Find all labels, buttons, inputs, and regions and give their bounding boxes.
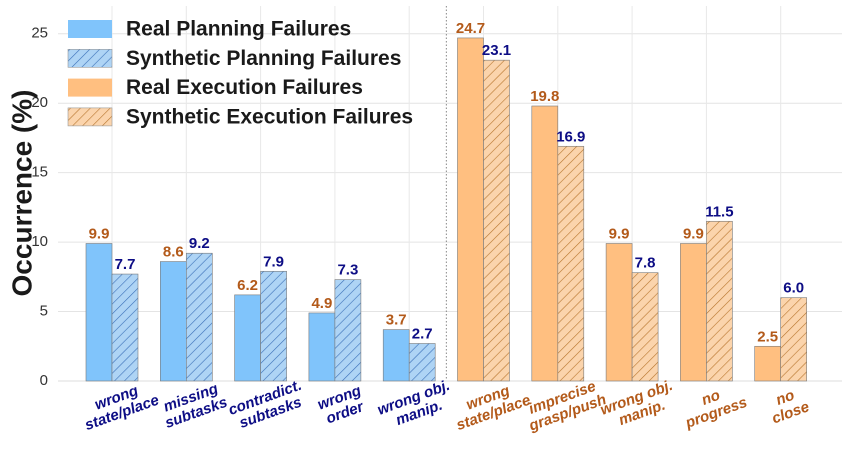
real-planning-bar — [85, 243, 113, 382]
y-tick-label: 10 — [31, 233, 48, 250]
category-label: wrongstate/place — [449, 377, 533, 435]
real-planning-bar — [234, 294, 261, 382]
category-label: wrongstate/place — [77, 377, 161, 435]
synthetic-value-label: 23.1 — [482, 42, 511, 59]
synthetic-value-label: 6.0 — [783, 280, 804, 297]
category-label: contradict.subtasks — [226, 377, 309, 434]
category-label: wrong obj.manip. — [375, 377, 458, 434]
category-label: imprecisegrasp/push — [520, 376, 608, 435]
synthetic-value-label: 7.3 — [337, 262, 358, 279]
real-planning-bar — [382, 329, 410, 382]
real-value-label: 19.8 — [530, 88, 559, 105]
y-tick-label: 0 — [40, 372, 48, 389]
synthetic-value-label: 16.9 — [556, 128, 585, 145]
real-value-label: 9.9 — [89, 226, 110, 243]
legend-label: Real Execution Failures — [126, 76, 363, 99]
real-execution-bar — [531, 105, 559, 382]
synthetic-execution-bar — [631, 272, 659, 382]
legend: Real Planning Failures Synthetic Planning… — [67, 18, 413, 128]
synthetic-execution-bar — [483, 59, 510, 382]
synthetic-execution-bar — [557, 145, 585, 382]
synthetic-planning-bar — [186, 252, 213, 382]
synthetic-value-label: 11.5 — [705, 203, 733, 220]
synthetic-planning-bar — [408, 343, 436, 382]
legend-label: Synthetic Execution Failures — [126, 105, 413, 128]
data-labels: 9.9 7.7 8.6 9.2 6.2 7.9 4.9 7.3 3.7 2.7 24.7 23.1 19… — [89, 20, 805, 345]
legend-swatch — [68, 20, 112, 38]
category-label: missingsubtasks — [157, 379, 229, 432]
real-value-label: 2.5 — [757, 328, 778, 345]
synthetic-value-label: 7.7 — [115, 256, 136, 273]
y-tick-label: 25 — [31, 25, 48, 42]
bars — [85, 37, 808, 382]
real-value-label: 24.7 — [456, 20, 485, 37]
synthetic-planning-bar — [111, 273, 139, 382]
synthetic-planning-bar — [334, 279, 362, 382]
synthetic-value-label: 7.9 — [263, 253, 284, 270]
synthetic-value-label: 9.2 — [189, 235, 210, 252]
category-labels: wrongstate/place missingsubtaskscontradic… — [77, 376, 812, 435]
real-value-label: 9.9 — [683, 226, 704, 243]
y-tick-label: 5 — [40, 303, 48, 320]
synthetic-value-label: 2.7 — [412, 326, 433, 343]
legend-label: Synthetic Planning Failures — [126, 47, 401, 70]
real-planning-bar — [160, 261, 187, 382]
legend-swatch — [68, 78, 112, 97]
real-value-label: 4.9 — [311, 295, 332, 312]
synthetic-execution-bar — [780, 297, 808, 382]
category-label: noclose — [764, 383, 811, 427]
category-label: noprogress — [677, 379, 750, 432]
category-label: wrong obj.manip. — [598, 377, 681, 434]
legend-swatch — [67, 107, 113, 127]
real-execution-bar — [680, 243, 707, 382]
real-value-label: 6.2 — [237, 277, 258, 294]
real-execution-bar — [457, 37, 484, 382]
category-label: wrongorder — [315, 382, 369, 428]
real-execution-bar — [754, 345, 782, 382]
real-value-label: 8.6 — [163, 244, 184, 261]
y-axis-label: Occurrence (%) — [6, 90, 37, 297]
synthetic-value-label: 7.8 — [635, 255, 656, 272]
synthetic-planning-bar — [260, 270, 287, 382]
real-value-label: 3.7 — [386, 312, 407, 329]
real-execution-bar — [605, 243, 633, 382]
y-tick-label: 15 — [31, 164, 48, 181]
legend-swatch — [67, 48, 113, 68]
synthetic-execution-bar — [706, 220, 733, 382]
real-planning-bar — [308, 312, 336, 382]
legend-label: Real Planning Failures — [126, 18, 351, 41]
real-value-label: 9.9 — [609, 226, 630, 243]
y-tick-label: 20 — [31, 94, 48, 111]
